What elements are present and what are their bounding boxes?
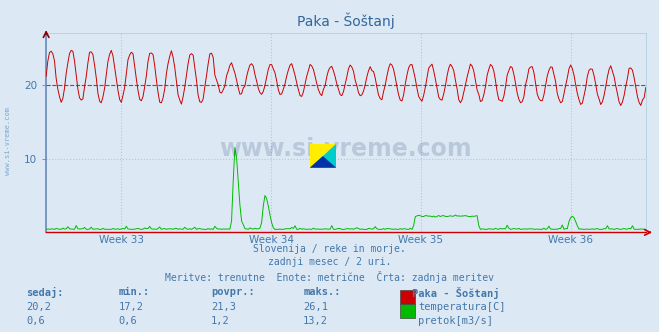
Text: 17,2: 17,2 — [119, 302, 144, 312]
Text: min.:: min.: — [119, 287, 150, 297]
Text: 0,6: 0,6 — [26, 316, 45, 326]
Polygon shape — [310, 144, 336, 168]
Text: 26,1: 26,1 — [303, 302, 328, 312]
Text: pretok[m3/s]: pretok[m3/s] — [418, 316, 494, 326]
Text: povpr.:: povpr.: — [211, 287, 254, 297]
Text: zadnji mesec / 2 uri.: zadnji mesec / 2 uri. — [268, 257, 391, 267]
Text: maks.:: maks.: — [303, 287, 341, 297]
Text: 13,2: 13,2 — [303, 316, 328, 326]
Text: Paka - Šoštanj: Paka - Šoštanj — [412, 287, 500, 299]
Text: 20,2: 20,2 — [26, 302, 51, 312]
Text: sedaj:: sedaj: — [26, 287, 64, 298]
Text: 0,6: 0,6 — [119, 316, 137, 326]
Text: 1,2: 1,2 — [211, 316, 229, 326]
Text: www.si-vreme.com: www.si-vreme.com — [5, 107, 11, 175]
Text: Meritve: trenutne  Enote: metrične  Črta: zadnja meritev: Meritve: trenutne Enote: metrične Črta: … — [165, 271, 494, 283]
Polygon shape — [310, 144, 336, 168]
Text: www.si-vreme.com: www.si-vreme.com — [219, 137, 473, 161]
Text: temperatura[C]: temperatura[C] — [418, 302, 506, 312]
Polygon shape — [310, 156, 336, 168]
Title: Paka - Šoštanj: Paka - Šoštanj — [297, 13, 395, 29]
Text: 21,3: 21,3 — [211, 302, 236, 312]
Text: Slovenija / reke in morje.: Slovenija / reke in morje. — [253, 244, 406, 254]
